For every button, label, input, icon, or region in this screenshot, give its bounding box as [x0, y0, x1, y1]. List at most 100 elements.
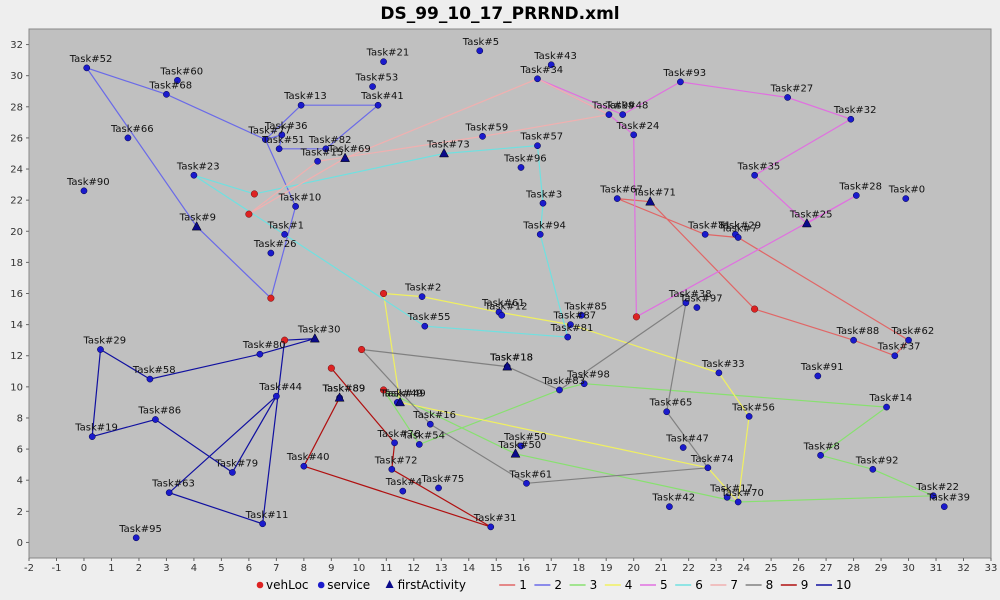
service-point	[704, 464, 712, 472]
task-label: Task#47	[665, 434, 709, 445]
service-point	[418, 293, 426, 300]
service-point	[369, 83, 376, 90]
first-activity-marker	[395, 396, 405, 407]
service-point	[426, 420, 434, 428]
service-point	[902, 195, 910, 202]
legend-service-label: service	[327, 578, 370, 592]
task-label: Task#24	[616, 121, 660, 132]
first-activity-marker	[439, 147, 449, 158]
service-point	[567, 321, 574, 328]
vehloc-point	[632, 313, 640, 321]
service-point	[517, 442, 525, 450]
task-label: Task#52	[69, 54, 113, 65]
service-point	[256, 350, 264, 358]
task-label: Task#48	[605, 101, 649, 112]
service-point	[619, 111, 627, 118]
task-label: Task#30	[297, 325, 341, 336]
service-point	[476, 47, 484, 55]
legend-vehLoc-swatch	[256, 581, 264, 589]
service-point	[399, 487, 407, 495]
task-label: Task#35	[737, 161, 781, 172]
x-tick-label: 12	[407, 563, 420, 574]
service-point	[556, 386, 563, 394]
service-point	[817, 451, 824, 459]
task-label: Task#61	[508, 469, 552, 480]
task-label: Task#89	[322, 384, 366, 395]
service-point	[539, 199, 547, 207]
vehloc-point	[267, 294, 275, 302]
task-label: Task#81	[550, 323, 594, 334]
y-tick-label: 32	[10, 40, 23, 51]
task-label: Task#89	[322, 384, 366, 395]
x-tick-label: 5	[218, 563, 224, 574]
service-point	[124, 134, 132, 142]
task-label: Task#32	[833, 105, 877, 116]
x-tick-label: 15	[490, 563, 503, 574]
legend-6-label: 6	[695, 578, 703, 592]
service-point	[666, 503, 673, 511]
task-label: Task#39	[926, 493, 970, 504]
vehloc-point	[380, 289, 388, 298]
service-point	[273, 392, 280, 400]
task-label: Task#51	[261, 135, 305, 146]
y-tick-label: 24	[10, 165, 23, 176]
task-label: Task#60	[159, 66, 203, 77]
legend-10-label: 10	[836, 578, 851, 592]
x-tick-label: 10	[352, 563, 365, 574]
task-label: Task#50	[503, 432, 547, 443]
task-label: Task#86	[137, 406, 181, 417]
service-point	[174, 76, 181, 84]
y-tick-label: 26	[10, 133, 23, 144]
legend-7-label: 7	[730, 578, 738, 592]
service-point	[297, 101, 305, 109]
task-label: Task#91	[800, 362, 844, 373]
service-point	[580, 380, 588, 388]
task-label: Task#33	[701, 359, 745, 370]
task-label: Task#50	[497, 440, 541, 451]
task-label: Task#76	[377, 429, 421, 440]
task-label: Task#44	[258, 382, 302, 393]
service-point	[415, 441, 423, 448]
service-point	[534, 142, 541, 150]
x-tick-label: 28	[847, 563, 860, 574]
task-label: Task#9	[179, 213, 216, 224]
task-label: Task#16	[412, 410, 456, 421]
service-point	[517, 164, 525, 171]
x-tick-label: 25	[765, 563, 778, 574]
route-4-line	[383, 292, 750, 504]
legend: vehLoc service firstActivity 1 2 3 4 5 6 7 8 9 10	[256, 578, 851, 592]
x-tick-label: 30	[902, 563, 915, 574]
y-tick-label: 4	[17, 476, 23, 487]
first-activity-marker	[645, 196, 656, 206]
service-point	[847, 115, 855, 123]
task-label: Task#93	[662, 68, 706, 79]
task-label: Task#54	[401, 430, 445, 441]
service-point	[435, 484, 442, 492]
task-label: Task#36	[264, 121, 308, 132]
y-tick-label: 14	[10, 320, 23, 331]
service-point	[869, 465, 877, 473]
service-point	[380, 58, 387, 66]
service-point	[663, 408, 671, 416]
task-label: Task#18	[489, 353, 533, 364]
legend-firstActivity-swatch	[385, 580, 394, 588]
x-tick-label: 14	[462, 563, 475, 574]
service-point	[534, 75, 541, 83]
task-label: Task#19	[74, 423, 118, 434]
task-label: Task#99	[591, 101, 635, 112]
legend-firstActivity-label: firstActivity	[398, 578, 466, 592]
service-point	[891, 352, 899, 360]
vehloc-point	[250, 190, 258, 198]
task-label: Task#61	[481, 298, 525, 309]
first-activity-marker	[191, 221, 202, 231]
task-label: Task#87	[552, 311, 596, 322]
x-tick-label: 13	[435, 563, 448, 574]
task-label: Task#95	[118, 524, 162, 535]
x-tick-label: 26	[792, 563, 805, 574]
task-label: Task#10	[278, 192, 322, 203]
task-label: Task#11	[245, 510, 289, 521]
service-point	[715, 369, 723, 377]
service-point	[498, 311, 506, 319]
first-activity-marker	[510, 448, 521, 458]
task-label: Task#74	[690, 454, 734, 465]
